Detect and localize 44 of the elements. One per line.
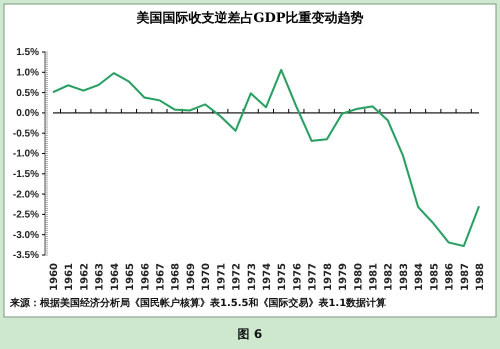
x-tick-label: 1977 bbox=[308, 262, 319, 291]
x-tick-label: 1975 bbox=[277, 262, 288, 291]
x-tick-label: 1970 bbox=[201, 262, 212, 291]
y-tick-label: -3.0% bbox=[12, 230, 40, 241]
y-tick-label: -1.5% bbox=[12, 169, 40, 180]
x-tick-label: 1972 bbox=[232, 262, 243, 291]
x-tick-label: 1963 bbox=[94, 262, 106, 291]
x-tick-label: 1965 bbox=[125, 262, 136, 291]
x-tick-label: 1964 bbox=[110, 262, 121, 291]
x-tick-label: 1983 bbox=[398, 262, 410, 291]
x-tick-label: 1974 bbox=[262, 262, 273, 291]
y-tick-label: -0.5% bbox=[12, 128, 40, 140]
x-tick-label: 1978 bbox=[322, 262, 334, 291]
x-tick-label: 1982 bbox=[384, 262, 395, 291]
x-tick-label: 1967 bbox=[156, 262, 166, 291]
caption: 图 6 bbox=[238, 327, 262, 341]
y-tick-label: -2.5% bbox=[12, 210, 40, 221]
x-tick-label: 1961 bbox=[64, 262, 76, 291]
x-tick-label: 1985 bbox=[429, 262, 440, 291]
x-tick-label: 1973 bbox=[246, 262, 258, 291]
y-tick-label: 1.0% bbox=[16, 68, 40, 78]
y-tick-label: -1.0% bbox=[12, 148, 40, 160]
x-tick-label: 1960 bbox=[49, 262, 60, 291]
x-tick-label: 1984 bbox=[414, 262, 426, 291]
x-tick-label: 1987 bbox=[460, 262, 471, 291]
x-tick-label: 1966 bbox=[140, 262, 152, 291]
chart-title: 美国国际收支逆差占GDP比重变动趋势 bbox=[135, 10, 364, 26]
y-tick-label: -2.0% bbox=[12, 189, 40, 200]
x-tick-label: 1976 bbox=[292, 262, 304, 291]
x-tick-label: 1980 bbox=[353, 262, 364, 291]
x-tick-label: 1962 bbox=[79, 262, 90, 291]
x-tick-label: 1979 bbox=[338, 262, 350, 291]
x-tick-label: 1969 bbox=[186, 262, 197, 291]
y-tick-label: -3.5% bbox=[12, 250, 40, 262]
y-tick-label: 0.0% bbox=[16, 108, 40, 120]
line-series bbox=[52, 68, 480, 248]
y-tick-label: 0.5% bbox=[16, 88, 40, 99]
x-tick-label: 1986 bbox=[444, 262, 456, 291]
x-tick-label: 1968 bbox=[170, 262, 182, 291]
x-tick-label: 1988 bbox=[475, 262, 486, 291]
source-note: 来源：根据美国经济分析局《国民帐户核算》表1.5.5和《国际交易》表1.1数据计算 bbox=[9, 297, 386, 309]
x-tick-label: 1981 bbox=[368, 262, 380, 291]
x-tick-label: 1971 bbox=[216, 262, 228, 291]
y-tick-label: 1.5% bbox=[16, 47, 40, 58]
